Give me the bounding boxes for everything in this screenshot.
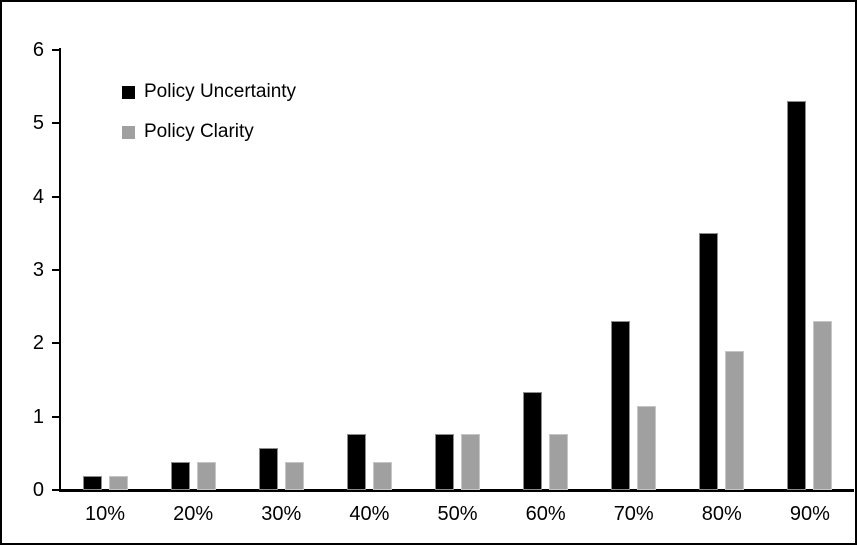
y-tick-6 — [52, 49, 61, 51]
legend-item-policy-clarity: Policy Clarity — [122, 122, 296, 142]
legend-swatch-icon — [122, 85, 135, 99]
x-axis-labels: 10% 20% 30% 40% 50% 60% 70% 80% 90% — [61, 503, 854, 526]
legend-label: Policy Clarity — [144, 121, 254, 142]
legend-swatch-icon — [122, 125, 135, 139]
y-tick-0 — [52, 489, 61, 491]
bar-policy-clarity-60% — [549, 434, 569, 490]
y-tick-5 — [52, 122, 61, 125]
bar-policy-clarity-20% — [196, 462, 216, 490]
y-tick-label-3: 3 — [32, 259, 44, 281]
category-80% — [678, 50, 766, 490]
y-tick-label-5: 5 — [32, 112, 44, 135]
bar-policy-uncertainty-30% — [258, 448, 278, 490]
bar-policy-clarity-30% — [284, 462, 304, 490]
category-60% — [502, 50, 590, 490]
x-label-50%: 50% — [437, 503, 478, 525]
x-label-60%: 60% — [525, 503, 566, 525]
bar-policy-uncertainty-10% — [82, 476, 102, 490]
bar-policy-clarity-50% — [460, 434, 480, 490]
bar-policy-uncertainty-90% — [787, 101, 807, 490]
y-tick-3 — [52, 269, 61, 271]
x-label-10%: 10% — [85, 503, 126, 525]
x-label-30%: 30% — [261, 503, 302, 525]
chart-legend: Policy Uncertainty Policy Clarity — [122, 82, 296, 142]
category-10% — [61, 50, 149, 490]
bar-policy-clarity-70% — [637, 406, 657, 490]
bar-policy-clarity-80% — [725, 351, 745, 490]
x-label-80%: 80% — [701, 503, 742, 525]
bar-policy-uncertainty-20% — [170, 462, 190, 490]
y-tick-1 — [52, 415, 61, 418]
x-label-70%: 70% — [613, 503, 654, 525]
y-tick-label-6: 6 — [32, 39, 44, 61]
y-tick-label-2: 2 — [32, 332, 44, 355]
category-20% — [149, 50, 237, 490]
y-tick-2 — [52, 342, 61, 345]
category-30% — [237, 50, 325, 490]
bar-policy-uncertainty-50% — [434, 434, 454, 490]
legend-item-policy-uncertainty: Policy Uncertainty — [122, 82, 296, 102]
x-label-20%: 20% — [173, 503, 214, 525]
x-label-90%: 90% — [789, 503, 830, 525]
bar-policy-clarity-90% — [813, 321, 833, 490]
y-tick-label-1: 1 — [32, 405, 44, 428]
bar-policy-uncertainty-40% — [346, 434, 366, 490]
plot-area — [61, 50, 854, 490]
bar-policy-clarity-10% — [108, 476, 128, 490]
bar-policy-clarity-40% — [372, 462, 392, 490]
legend-label: Policy Uncertainty — [144, 81, 297, 102]
category-70% — [590, 50, 678, 490]
x-axis-line — [59, 489, 854, 492]
bar-policy-uncertainty-80% — [699, 233, 719, 490]
y-tick-4 — [52, 195, 61, 198]
y-tick-label-4: 4 — [32, 185, 44, 208]
y-tick-label-0: 0 — [32, 479, 44, 501]
category-40% — [325, 50, 413, 490]
bar-policy-uncertainty-60% — [523, 392, 543, 490]
category-50% — [413, 50, 501, 490]
x-label-40%: 40% — [349, 503, 390, 525]
bar-policy-uncertainty-70% — [611, 321, 631, 490]
category-90% — [766, 50, 854, 490]
